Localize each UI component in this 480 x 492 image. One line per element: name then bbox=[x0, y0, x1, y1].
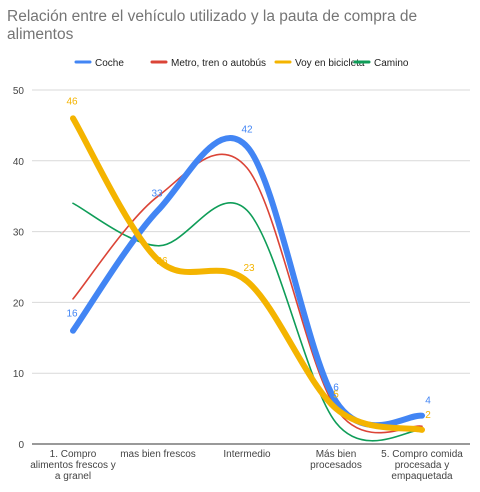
y-tick-label: 40 bbox=[13, 157, 25, 168]
data-label: 2 bbox=[425, 410, 431, 421]
y-tick-label: 30 bbox=[13, 228, 25, 239]
data-label: 23 bbox=[243, 263, 255, 274]
series-line bbox=[72, 153, 423, 434]
x-tick-label: Más bien procesados bbox=[310, 449, 362, 471]
y-tick-label: 20 bbox=[13, 298, 25, 309]
y-tick-label: 10 bbox=[13, 369, 25, 380]
x-tick-label: 5. Compro comida procesada y empaquetada bbox=[381, 449, 463, 482]
y-tick-label: 0 bbox=[18, 440, 24, 451]
legend-item-label: Camino bbox=[374, 58, 409, 69]
data-label: 33 bbox=[151, 188, 163, 199]
data-label: 42 bbox=[241, 125, 253, 136]
legend-item-label: Voy en bicicleta bbox=[295, 58, 365, 69]
x-tick-label: mas bien frescos bbox=[120, 449, 196, 460]
data-label: 16 bbox=[66, 309, 78, 320]
x-tick-label: Intermedio bbox=[223, 449, 271, 460]
data-label: 4 bbox=[425, 396, 431, 407]
series-line bbox=[70, 115, 425, 433]
y-tick-label: 50 bbox=[13, 86, 25, 97]
data-label: 46 bbox=[66, 96, 78, 107]
data-label: 6 bbox=[333, 383, 339, 394]
series-line bbox=[72, 202, 423, 442]
chart-title: Relación entre el vehículo utilizado y l… bbox=[7, 8, 418, 43]
legend-item-label: Metro, tren o autobús bbox=[171, 58, 266, 69]
data-label: 26 bbox=[156, 256, 168, 267]
data-label: 5 bbox=[333, 390, 339, 401]
legend-item-label: Coche bbox=[95, 58, 124, 69]
